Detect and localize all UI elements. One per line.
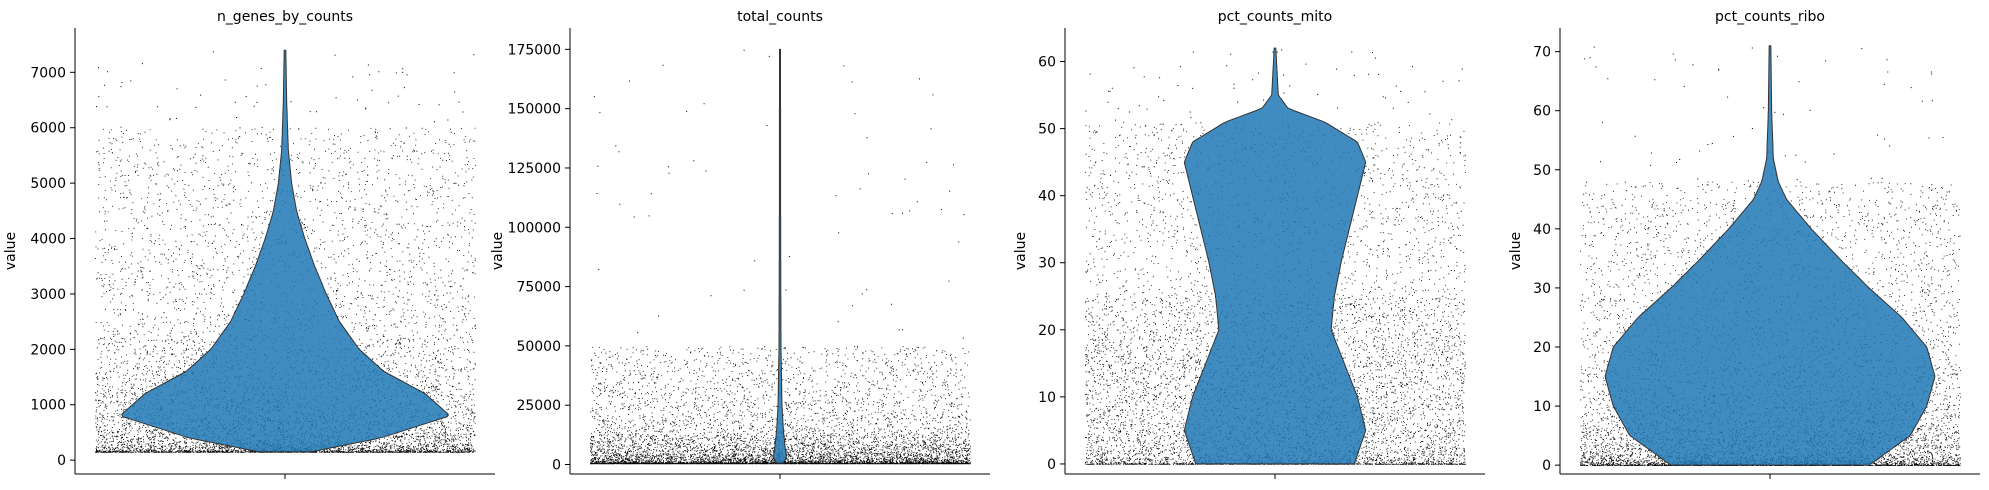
y-tick-label: 0 [1047,457,1056,473]
y-tick-label: 4000 [30,232,66,248]
y-tick-label: 150000 [508,102,561,118]
y-tick-label: 20 [1038,323,1056,339]
y-tick-label: 7000 [30,65,66,81]
y-tick-label: 1000 [30,398,66,414]
y-tick-label: 50000 [516,339,561,355]
y-tick-label: 0 [552,458,561,474]
y-tick-label: 50 [1038,122,1056,138]
violin-body [121,49,449,453]
y-tick-label: 40 [1533,222,1551,238]
y-tick-label: 75000 [516,280,561,296]
panel-pct_counts_mito: 0 10 20 30 40 50 60 value pct_counts_mito [1013,9,1485,479]
y-tick-label: 30 [1533,281,1551,297]
y-axis-label: value [1013,232,1029,270]
panel-n_genes_by_counts: 0 1000 2000 3000 4000 5000 6000 7000 value n_gene… [3,9,495,479]
y-axis-label: value [490,232,506,270]
y-axis-label: value [3,232,19,270]
panel-title: pct_counts_ribo [1715,9,1825,25]
y-tick-label: 125000 [508,161,561,177]
y-tick-label: 10 [1038,390,1056,406]
y-tick-label: 6000 [30,121,66,137]
y-tick-label: 100000 [508,220,561,236]
panel-title: pct_counts_mito [1218,9,1332,25]
violin-body [1604,45,1936,466]
y-tick-label: 20 [1533,340,1551,356]
panel-title: total_counts [737,9,823,25]
y-tick-label: 0 [1542,458,1551,474]
panel-title: n_genes_by_counts [217,9,353,25]
y-tick-label: 3000 [30,287,66,303]
y-tick-label: 175000 [508,42,561,58]
violin-body [1183,47,1367,465]
y-tick-label: 40 [1038,189,1056,205]
y-tick-label: 30 [1038,256,1056,272]
panel-total_counts: 0 25000 50000 75000 100000 125000 150000 175000… [490,9,990,479]
y-tick-label: 0 [57,453,66,469]
y-tick-label: 50 [1533,163,1551,179]
y-tick-label: 70 [1533,45,1551,61]
y-tick-label: 60 [1038,55,1056,71]
y-axis-label: value [1508,232,1524,270]
y-tick-label: 10 [1533,399,1551,415]
y-tick-label: 5000 [30,176,66,192]
y-tick-label: 25000 [516,398,561,414]
y-tick-label: 2000 [30,342,66,358]
y-tick-label: 60 [1533,104,1551,120]
panel-pct_counts_ribo: 0 10 20 30 40 50 60 70 value pct_counts_ribo [1508,9,1980,479]
violin-body [773,48,787,464]
